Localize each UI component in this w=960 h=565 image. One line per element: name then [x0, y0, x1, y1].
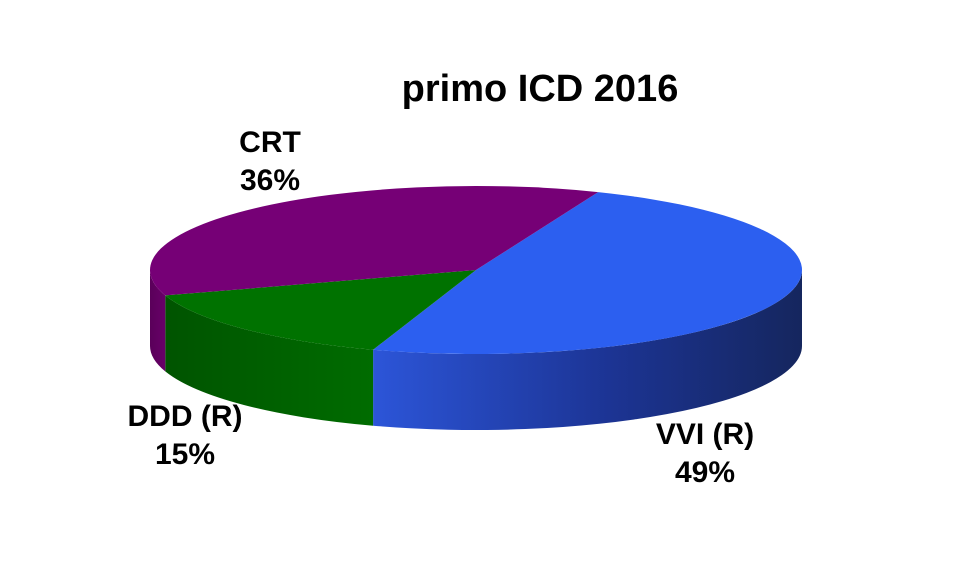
slice-percent-ddd: 15%	[154, 438, 216, 471]
chart-title: primo ICD 2016	[401, 68, 679, 110]
pie-side-crt	[150, 270, 166, 372]
pie-side-ddd	[165, 295, 374, 426]
slice-label-vvi: VVI (R) 49%	[620, 416, 790, 492]
slice-percent-vvi: 49%	[674, 456, 736, 489]
slice-name-ddd: DDD (R)	[127, 400, 243, 433]
slice-label-ddd: DDD (R) 15%	[100, 398, 270, 474]
slice-label-crt: CRT 36%	[200, 124, 340, 200]
pie-side-vvi	[373, 270, 802, 430]
pie-slice-crt	[150, 186, 599, 296]
slice-name-crt: CRT	[239, 126, 301, 159]
slice-name-vvi: VVI (R)	[655, 418, 755, 451]
pie-slice-vvi	[373, 192, 802, 354]
pie-slice-ddd	[165, 270, 477, 350]
slice-percent-crt: 36%	[239, 164, 301, 197]
